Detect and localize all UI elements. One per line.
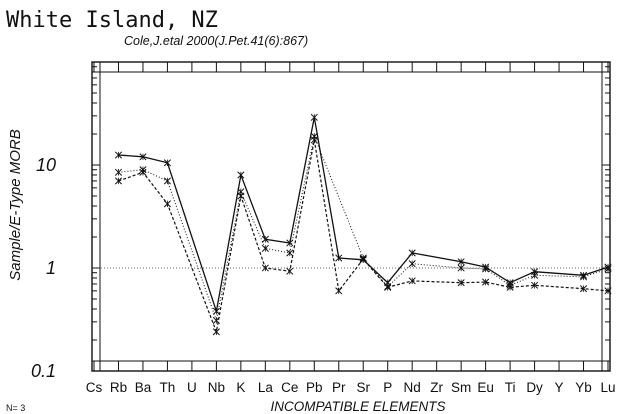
data-point [531,271,539,279]
data-point [163,200,171,208]
data-point [335,254,343,262]
x-tick-label: Dy [526,380,543,395]
data-point [457,258,465,266]
x-tick-label: Y [555,380,564,395]
data-point [114,151,123,159]
series-line-1 [118,117,609,312]
data-point [457,279,465,287]
data-point [212,328,220,336]
x-tick-label: Pr [332,380,346,395]
data-point [237,171,245,179]
data-point [139,153,147,161]
data-point [359,255,367,263]
x-tick-label: Pb [306,380,323,395]
x-tick-label: Th [160,380,176,395]
x-tick-label: Zr [430,380,443,395]
data-point [286,249,294,257]
plot-frame [91,61,611,372]
y-tick-label: 1 [46,258,56,278]
data-point [408,260,416,268]
x-tick-label: Rb [110,380,127,395]
data-point [114,168,123,176]
series-line-3 [118,139,609,335]
data-point [261,235,269,243]
x-tick-label: Ce [281,380,298,395]
y-tick-label: 10 [36,155,56,175]
x-tick-label: Ti [505,380,516,395]
data-point [310,113,318,121]
data-point [237,192,245,200]
data-point [579,273,588,281]
x-tick-label: P [383,380,392,395]
y-tick-label: 0.1 [31,361,56,381]
x-tick-label: Sm [451,380,471,395]
data-point [261,264,269,272]
data-point [286,267,294,275]
data-point [335,287,343,295]
data-point [139,168,147,176]
tick-label-layer: Cs Rb Ba Th U Nb K La Ce Pb Pr Sr P Nd Zr Sm Eu Ti Dy Y Yb Lu… [31,155,616,395]
data-point [482,265,490,273]
data-point [310,136,318,144]
data-point [579,285,588,293]
data-point [482,278,490,286]
x-tick-label: La [258,380,274,395]
x-tick-label: Lu [600,380,615,395]
data-point [506,283,514,291]
chart-title: White Island, NZ [6,8,218,33]
y-axis-label: Sample/E-Type MORB [7,129,24,280]
sample-count: N= 3 [6,403,25,413]
series-layer [114,113,612,336]
x-tick-label: Eu [477,380,494,395]
series-line-2 [118,134,609,323]
x-tick-label: Yb [575,380,592,395]
x-tick-label: Nb [208,380,225,395]
chart-subtitle: Cole,J.etal 2000(J.Pet.41(6):867) [124,34,308,48]
data-point [114,177,123,185]
x-tick-label: U [187,380,197,395]
data-point [384,283,392,291]
data-point [457,264,465,272]
data-point [531,281,539,289]
data-point [408,249,416,257]
data-point [604,265,612,273]
data-point [163,177,171,185]
data-point [604,287,612,295]
x-tick-label: Cs [86,380,103,395]
x-tick-label: Sr [356,380,370,395]
x-tick-label: K [236,380,245,395]
axes-layer [91,61,611,372]
data-point [408,277,416,285]
x-axis-label: INCOMPATIBLE ELEMENTS [270,399,445,414]
data-point [163,159,171,167]
x-tick-label: Nd [404,380,421,395]
x-tick-label: Ba [135,380,152,395]
data-point [261,244,269,252]
